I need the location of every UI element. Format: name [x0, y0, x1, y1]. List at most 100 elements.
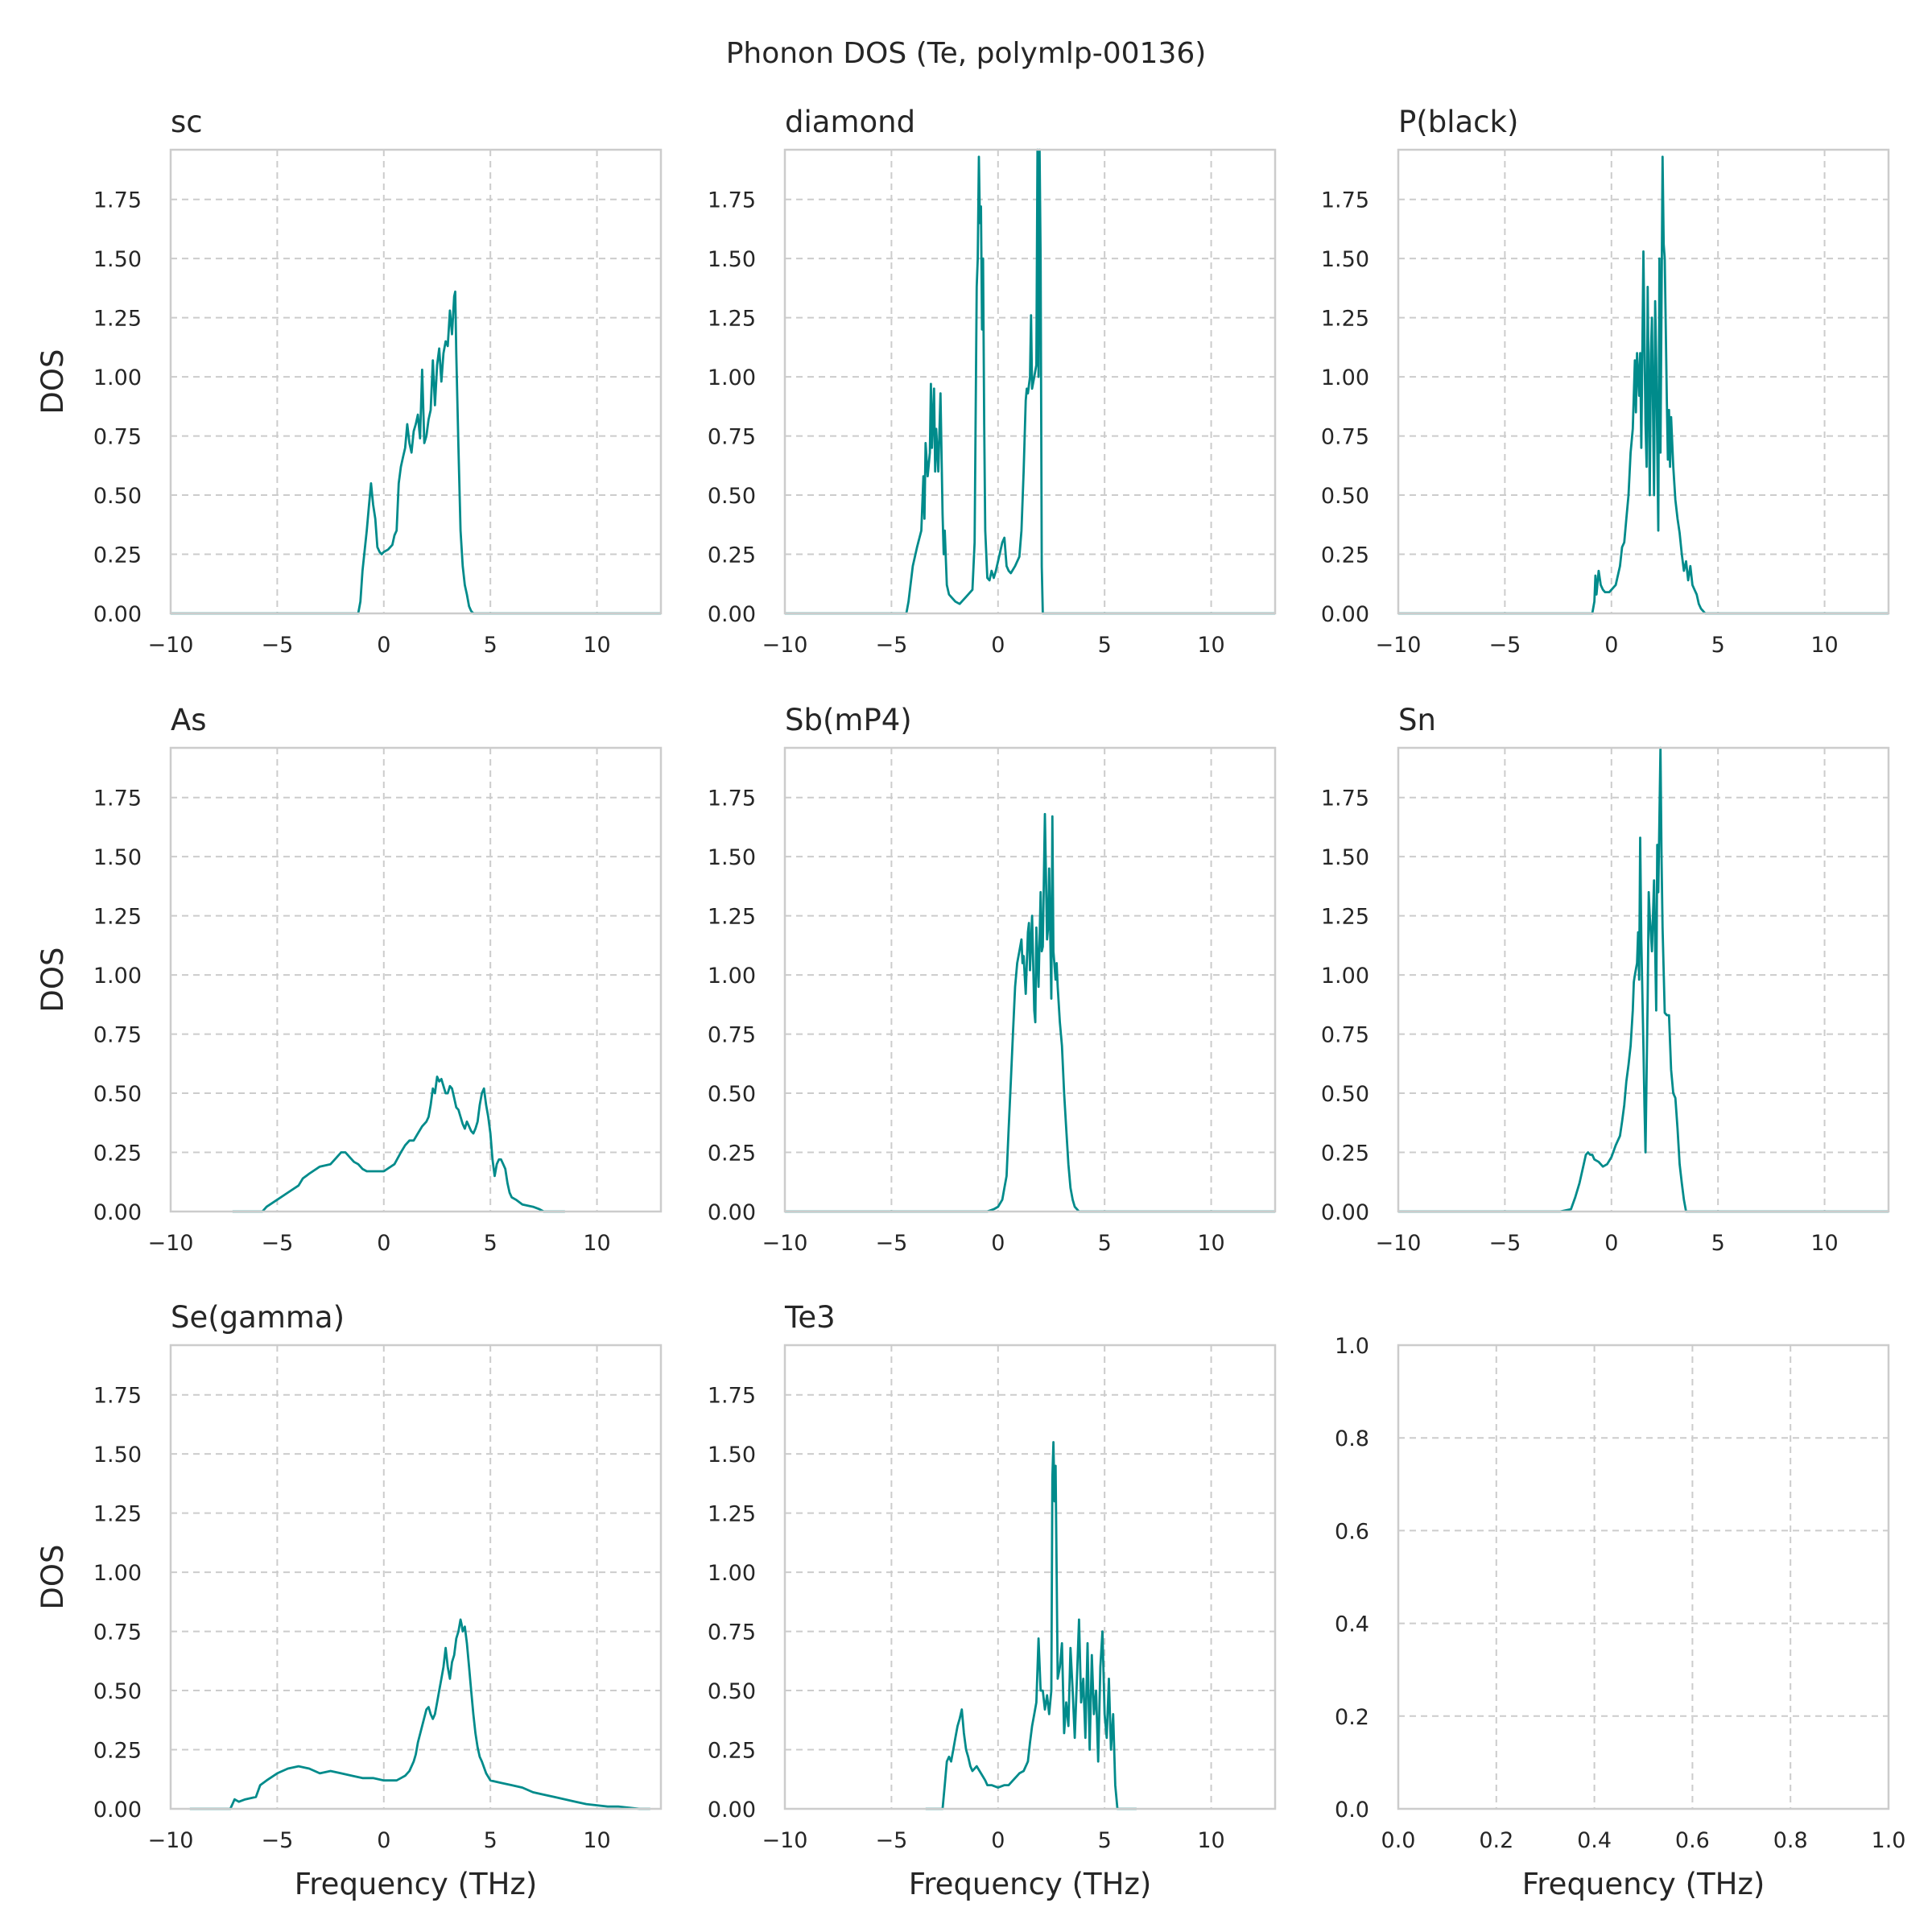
- y-tick-label: 1.50: [708, 845, 756, 870]
- y-tick-label: 0.25: [708, 1739, 756, 1764]
- subplot-title: Sb(mP4): [785, 703, 912, 737]
- y-tick-label: 0.8: [1335, 1426, 1369, 1451]
- y-tick-label: 1.25: [93, 1502, 142, 1527]
- x-tick-label: 5: [1711, 633, 1725, 658]
- y-tick-label: 1.75: [708, 1384, 756, 1409]
- x-tick-label: 1.0: [1872, 1828, 1906, 1853]
- x-tick-label: 10: [1810, 1231, 1838, 1256]
- x-tick-label: 0: [1604, 633, 1618, 658]
- y-tick-label: 0.00: [708, 1798, 756, 1823]
- y-tick-label: 0.00: [708, 602, 756, 627]
- y-tick-label: 0.00: [1321, 602, 1369, 627]
- dos-line: [1398, 155, 1889, 615]
- y-tick-label: 1.75: [708, 786, 756, 811]
- dos-line: [925, 1441, 1137, 1810]
- y-tick-label: 1.00: [93, 365, 142, 390]
- axes-frame: [169, 148, 663, 615]
- x-tick-label: 0.8: [1773, 1828, 1808, 1853]
- y-tick-label: 1.00: [708, 365, 756, 390]
- subplot-title: Se(gamma): [171, 1300, 345, 1335]
- x-tick-label: 5: [484, 1231, 497, 1256]
- y-tick-label: 0.25: [93, 543, 142, 568]
- y-tick-label: 1.75: [93, 786, 142, 811]
- x-tick-label: −5: [261, 1231, 293, 1256]
- y-tick-label: 0.75: [1321, 425, 1369, 450]
- x-tick-label: −10: [762, 1231, 808, 1256]
- y-tick-label: 1.75: [93, 188, 142, 213]
- x-axis-label: Frequency (THz): [1522, 1867, 1765, 1901]
- x-tick-label: 0.4: [1577, 1828, 1612, 1853]
- y-tick-label: 1.00: [93, 964, 142, 989]
- y-tick-label: 1.25: [1321, 905, 1369, 930]
- x-tick-label: 10: [583, 1231, 610, 1256]
- figure-title: Phonon DOS (Te, polymlp-00136): [726, 37, 1207, 70]
- y-tick-label: 1.0: [1335, 1334, 1369, 1359]
- x-tick-label: −10: [148, 1231, 194, 1256]
- y-tick-label: 0.75: [708, 425, 756, 450]
- axes-frame: [1397, 1344, 1890, 1810]
- subplot-5: −10 −5 0 5 10 0.00 0.25 0.50 0.75 1.00 1.25 1.50 1.7…: [708, 703, 1277, 1256]
- y-tick-label: 0.25: [1321, 543, 1369, 568]
- y-tick-label: 0.50: [1321, 1082, 1369, 1107]
- dos-line: [785, 148, 1275, 615]
- y-tick-label: 0.75: [93, 1023, 142, 1048]
- x-tick-label: 0: [377, 1231, 390, 1256]
- y-tick-label: 1.50: [708, 1443, 756, 1468]
- x-tick-label: −10: [148, 633, 194, 658]
- y-tick-label: 0.0: [1335, 1798, 1369, 1823]
- y-axis-label: DOS: [35, 349, 70, 414]
- y-tick-label: 1.25: [708, 1502, 756, 1527]
- y-tick-label: 1.00: [93, 1561, 142, 1586]
- x-tick-label: −5: [1488, 633, 1521, 658]
- y-tick-label: 0.50: [1321, 484, 1369, 509]
- axes-frame: [783, 148, 1277, 615]
- x-tick-label: 10: [1197, 1828, 1224, 1853]
- y-tick-label: 1.25: [93, 905, 142, 930]
- x-tick-label: 5: [484, 633, 497, 658]
- y-tick-label: 0.6: [1335, 1519, 1369, 1544]
- x-tick-label: −10: [762, 1828, 808, 1853]
- subplot-4: −10 −5 0 5 10 0.00 0.25 0.50 0.75 1.00 1.25 1.50 1.7…: [35, 703, 663, 1256]
- y-tick-label: 1.25: [708, 307, 756, 332]
- y-tick-label: 0.00: [93, 1200, 142, 1225]
- x-tick-label: 5: [1098, 1828, 1112, 1853]
- x-axis-label: Frequency (THz): [909, 1867, 1152, 1901]
- x-tick-label: −10: [148, 1828, 194, 1853]
- y-axis-label: DOS: [35, 947, 70, 1012]
- dos-line: [171, 290, 661, 615]
- y-tick-label: 1.00: [1321, 964, 1369, 989]
- x-tick-label: −10: [762, 633, 808, 658]
- x-tick-label: 10: [583, 1828, 610, 1853]
- x-tick-label: 0: [991, 1828, 1005, 1853]
- y-tick-label: 1.75: [1321, 786, 1369, 811]
- y-tick-label: 0.00: [93, 602, 142, 627]
- y-tick-label: 0.50: [708, 1679, 756, 1704]
- x-tick-label: 0.6: [1675, 1828, 1710, 1853]
- y-axis-label: DOS: [35, 1544, 70, 1609]
- y-tick-label: 0.50: [708, 484, 756, 509]
- y-tick-label: 0.00: [1321, 1200, 1369, 1225]
- x-tick-label: −5: [875, 633, 907, 658]
- dos-line: [1398, 746, 1889, 1213]
- y-tick-label: 0.4: [1335, 1612, 1369, 1637]
- subplot-title: As: [171, 703, 207, 737]
- axes-frame: [783, 746, 1277, 1213]
- x-tick-label: −5: [875, 1828, 907, 1853]
- x-tick-label: 5: [1098, 633, 1112, 658]
- axes-frame: [1397, 148, 1890, 615]
- subplot-9: 0.0 0.2 0.4 0.6 0.8 1.0 0.0 0.2 0.4 0.6 0.8 1.0 Freq…: [1335, 1334, 1905, 1901]
- y-tick-label: 1.00: [1321, 365, 1369, 390]
- x-tick-label: −5: [261, 633, 293, 658]
- subplot-8: −10 −5 0 5 10 0.00 0.25 0.50 0.75 1.00 1.25 1.50 1.7…: [708, 1300, 1277, 1901]
- y-tick-label: 1.50: [93, 845, 142, 870]
- axes-frame: [169, 1344, 663, 1810]
- y-tick-label: 1.75: [708, 188, 756, 213]
- subplot-grid: −10 −5 0 5 100.000.250.500.751.001.251.501.7…: [35, 105, 1905, 1901]
- subplot-title: sc: [171, 105, 203, 139]
- y-tick-label: 1.25: [93, 307, 142, 332]
- x-tick-label: 0: [377, 1828, 390, 1853]
- x-tick-label: 0: [377, 633, 390, 658]
- y-tick-label: 1.50: [93, 1443, 142, 1468]
- y-tick-label: 1.25: [708, 905, 756, 930]
